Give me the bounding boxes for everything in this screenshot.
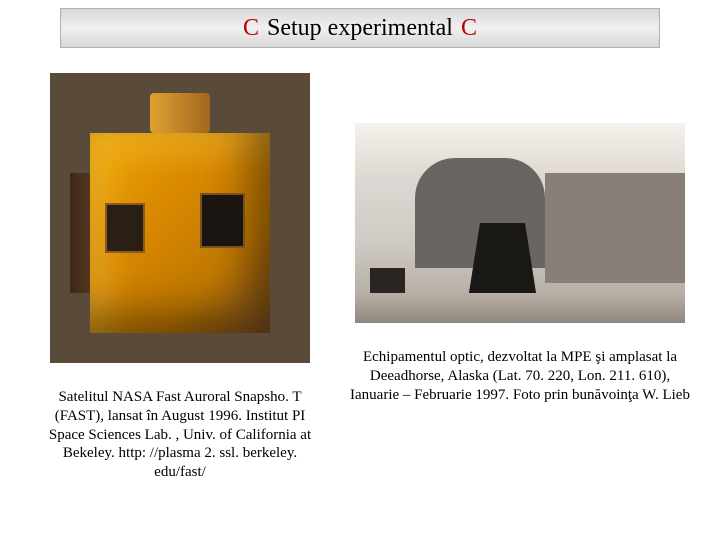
caption-left: Satelitul NASA Fast Auroral Snapsho. T (… [40,388,320,482]
title-left-marker: C [235,15,267,42]
title-bar: C Setup experimental C [60,8,660,48]
caption-right: Echipamentul optic, dezvoltat la MPE şi … [350,348,690,404]
building-container [545,173,685,283]
title-right-marker: C [453,15,485,42]
title-text: Setup experimental [267,15,453,42]
satellite-instrument-panel-1 [105,203,145,253]
snow-ground [355,293,685,323]
figure-left-satellite [50,73,310,363]
figure-right-equipment [355,123,685,323]
satellite-top-module [150,93,210,133]
satellite-instrument-panel-2 [200,193,245,248]
